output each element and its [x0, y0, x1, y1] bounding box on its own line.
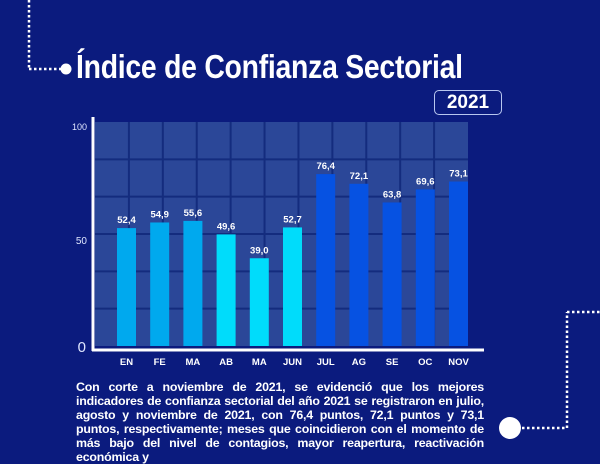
data-label-6: 76,4: [316, 161, 335, 172]
bar-9: [415, 189, 435, 346]
data-label-1: 54,9: [150, 209, 169, 220]
data-label-9: 69,6: [416, 176, 435, 187]
data-label-8: 63,8: [383, 189, 402, 200]
page-title: Índice de Confianza Sectorial: [76, 48, 463, 85]
data-label-7: 72,1: [350, 171, 369, 182]
data-label-2: 55,6: [184, 208, 203, 219]
bar-6: [316, 174, 336, 346]
data-label-10: 73,1: [449, 169, 468, 180]
x-tick-label-5: JUN: [283, 357, 302, 368]
x-tick-label-7: AG: [352, 357, 366, 368]
x-tick-label-2: MA: [186, 357, 201, 368]
bar-0: [117, 228, 136, 346]
dotted-connector-top-left: [27, 0, 72, 75]
data-label-4: 39,0: [250, 245, 269, 256]
data-label-0: 52,4: [117, 215, 136, 226]
bar-8: [382, 202, 402, 346]
x-tick-label-8: SE: [386, 357, 399, 368]
x-tick-label-10: NOV: [448, 357, 469, 368]
y-tick-label-0: 0: [78, 339, 86, 356]
bar-2: [183, 220, 203, 346]
bar-chart: 52,4 EN 54,9 FE 55,6 MA 49,6 AB 39,0 MA 52,7 JUN 76,…: [72, 117, 484, 368]
bar-7: [349, 183, 369, 346]
x-tick-label-9: OC: [418, 357, 432, 368]
bar-1: [150, 222, 170, 346]
year-badge: 2021: [434, 90, 502, 115]
x-tick-label-3: AB: [219, 357, 233, 368]
dotted-connector-bottom-right: [499, 310, 600, 439]
bar-5: [283, 227, 302, 346]
x-tick-label-1: FE: [154, 357, 166, 368]
data-label-3: 49,6: [217, 221, 236, 232]
x-tick-label-6: JUL: [317, 357, 335, 368]
data-label-5: 52,7: [283, 214, 302, 225]
description-paragraph: Con corte a noviembre de 2021, se eviden…: [76, 380, 484, 464]
y-tick-label-2: 100: [72, 122, 87, 132]
x-tick-label-4: MA: [252, 357, 267, 368]
bar-4: [249, 258, 269, 346]
y-tick-label-1: 50: [76, 236, 88, 247]
bar-3: [216, 234, 236, 346]
bar-10: [449, 181, 468, 346]
x-tick-label-0: EN: [120, 357, 133, 368]
